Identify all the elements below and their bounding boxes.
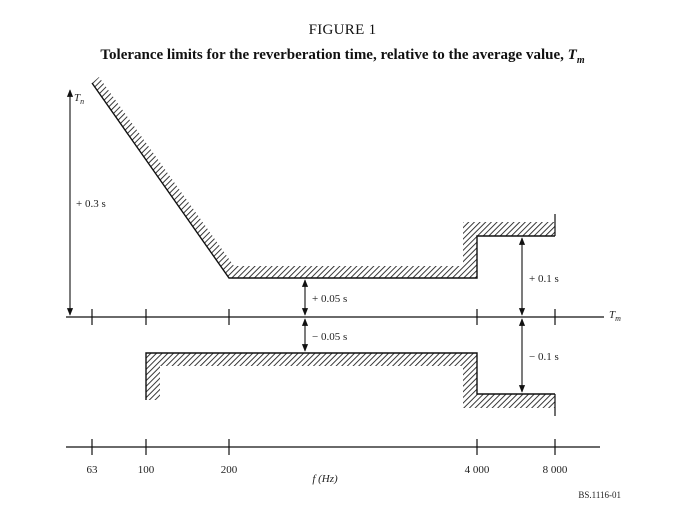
frequency-axis-label: f (Hz) <box>312 473 338 485</box>
figure-title-symbol: Tm <box>567 47 585 66</box>
y-axis-label: Tn <box>74 92 84 106</box>
freq-tick-4000: 4 000 <box>465 464 490 476</box>
lower-limit-line <box>145 352 555 400</box>
freq-tick-63: 63 <box>87 464 99 476</box>
minus-01-label: − 0.1 s <box>529 351 559 363</box>
plus-01-label: + 0.1 s <box>529 273 559 285</box>
upper-limit-line <box>91 82 555 279</box>
figure-code: BS.1116-01 <box>578 490 621 500</box>
plus-03-label: + 0.3 s <box>76 198 106 210</box>
figure-number: FIGURE 1 <box>308 22 377 38</box>
freq-tick-8000: 8 000 <box>543 464 568 476</box>
freq-tick-200: 200 <box>221 464 238 476</box>
frequency-axis-ticks <box>91 439 556 455</box>
x-axis-symbol: Tm <box>609 309 621 323</box>
lower-tolerance-hatch <box>146 353 555 408</box>
reference-axis-ticks <box>91 309 556 325</box>
upper-tolerance-hatch <box>92 77 555 278</box>
minus-005-label: − 0.05 s <box>312 331 347 343</box>
figure-title: Tolerance limits for the reverberation t… <box>0 47 685 66</box>
plus-005-label: + 0.05 s <box>312 293 347 305</box>
figure-title-text: Tolerance limits for the reverberation t… <box>100 47 564 63</box>
freq-tick-100: 100 <box>138 464 155 476</box>
